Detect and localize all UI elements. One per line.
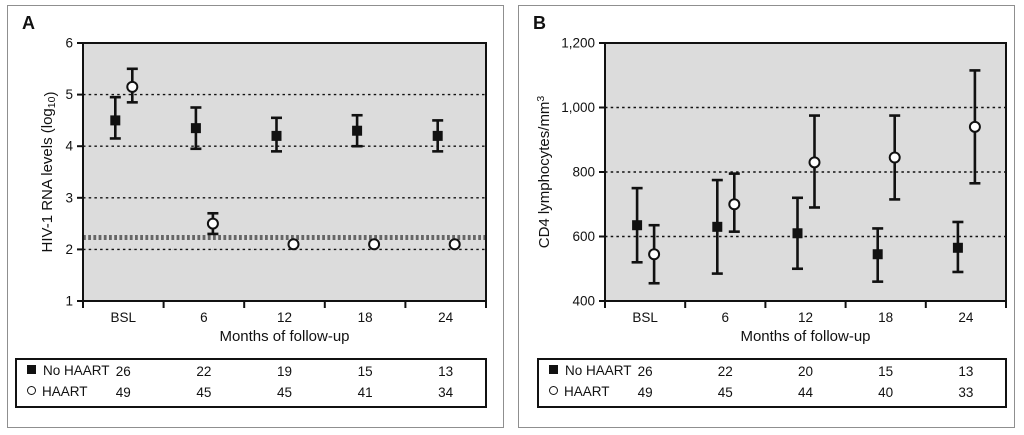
- legend-table-a: No HAART 26 22 19 15 13 HAART 49 45 45 41 34: [15, 358, 487, 408]
- patient-count: 15: [878, 364, 894, 379]
- patient-count: 49: [637, 385, 653, 400]
- y-tick-label: 2: [65, 242, 73, 257]
- x-tick-label: 6: [200, 310, 208, 325]
- chart-a: 6 5 4 3 2 1 BSL 6 12 18 24 Months of follow-up HIV-1…: [8, 6, 504, 351]
- no-haart-square-marker: [432, 130, 443, 141]
- patient-count: 45: [196, 385, 212, 400]
- patient-count: 49: [115, 385, 131, 400]
- haart-circle-marker: [126, 80, 139, 93]
- panel-a: A 6 5 4 3 2 1 BSL 6 12 18 24 Months of follow-up HIV…: [7, 5, 504, 428]
- x-tick-label: 18: [358, 310, 373, 325]
- patient-count: 41: [357, 385, 373, 400]
- no-haart-square-marker: [271, 130, 282, 141]
- haart-circle-marker: [968, 120, 981, 133]
- y-tick-label: 1,000: [561, 100, 595, 115]
- legend-series-label: No HAART: [565, 363, 632, 378]
- x-tick-label: 18: [878, 310, 893, 325]
- y-tick-label: 1,200: [561, 36, 595, 51]
- y-axis-title: HIV-1 RNA levels (log10): [39, 92, 59, 253]
- y-tick-label: 6: [65, 36, 73, 51]
- haart-circle-marker: [368, 238, 381, 251]
- x-axis-title: Months of follow-up: [219, 328, 349, 345]
- patient-count: 45: [276, 385, 293, 400]
- open-circle-icon: [549, 386, 558, 395]
- patient-count: 22: [717, 364, 733, 379]
- patient-count: 26: [115, 364, 131, 379]
- no-haart-square-marker: [352, 125, 363, 136]
- no-haart-square-marker: [190, 123, 201, 134]
- legend-series-label: No HAART: [43, 363, 110, 378]
- no-haart-square-marker: [632, 220, 643, 231]
- patient-count: 13: [958, 364, 974, 379]
- x-tick-label: 12: [798, 310, 813, 325]
- patient-count: 15: [357, 364, 373, 379]
- x-tick-label: 12: [277, 310, 292, 325]
- panel-b: B 1,200 1,000 800 600 400 BSL 6 12 18 24 Months of…: [518, 5, 1015, 428]
- patient-count: 45: [717, 385, 733, 400]
- no-haart-square-marker: [952, 242, 963, 253]
- no-haart-square-marker: [792, 228, 803, 239]
- haart-circle-marker: [648, 248, 661, 261]
- y-tick-label: 3: [65, 190, 73, 205]
- panel-a-label: A: [22, 13, 35, 33]
- filled-square-icon: [549, 365, 558, 374]
- patient-count: 22: [196, 364, 212, 379]
- plot-frame: [82, 42, 487, 302]
- legend-series-label: HAART: [42, 384, 88, 399]
- y-tick-label: 5: [65, 87, 73, 102]
- x-axis-title: Months of follow-up: [740, 328, 870, 345]
- patient-count: 20: [797, 364, 814, 379]
- y-tick-label: 800: [572, 165, 595, 180]
- patient-count: 34: [438, 385, 454, 400]
- legend-row: HAART 49 45 44 40 33: [539, 384, 1005, 405]
- patient-count: 44: [797, 385, 814, 400]
- no-haart-square-marker: [110, 115, 121, 126]
- legend-table-b: No HAART 26 22 20 15 13 HAART 49 45 44 40 33: [537, 358, 1007, 408]
- haart-circle-marker: [888, 151, 901, 164]
- legend-row: HAART 49 45 45 41 34: [17, 384, 485, 405]
- haart-circle-marker: [287, 238, 300, 251]
- legend-series-label: HAART: [564, 384, 610, 399]
- filled-square-icon: [27, 365, 36, 374]
- x-tick-label: BSL: [632, 310, 658, 325]
- legend-row: No HAART 26 22 19 15 13: [17, 363, 485, 384]
- chart-svg: 1,200 1,000 800 600 400 BSL 6 12 18 24 Months of f…: [535, 36, 1007, 345]
- chart-b: 1,200 1,000 800 600 400 BSL 6 12 18 24 Months of f…: [519, 6, 1015, 351]
- haart-circle-marker: [448, 238, 461, 251]
- haart-circle-marker: [728, 198, 741, 211]
- no-haart-square-marker: [872, 249, 883, 260]
- chart-svg: 6 5 4 3 2 1 BSL 6 12 18 24 Months of follow-up HIV-1…: [39, 36, 487, 345]
- haart-circle-marker: [808, 156, 821, 169]
- legend-row: No HAART 26 22 20 15 13: [539, 363, 1005, 384]
- plot-background: [83, 43, 486, 301]
- y-tick-label: 600: [572, 229, 595, 244]
- x-tick-label: 24: [958, 310, 974, 325]
- x-tick-label: 6: [722, 310, 730, 325]
- open-circle-icon: [27, 386, 36, 395]
- x-tick-label: BSL: [111, 310, 137, 325]
- no-haart-square-marker: [712, 221, 723, 232]
- x-tick-label: 24: [438, 310, 454, 325]
- patient-count: 19: [276, 364, 293, 379]
- patient-count: 26: [637, 364, 653, 379]
- patient-count: 40: [878, 385, 894, 400]
- haart-circle-marker: [206, 217, 219, 230]
- patient-count: 33: [958, 385, 974, 400]
- y-tick-label: 1: [65, 294, 73, 309]
- patient-count: 13: [438, 364, 454, 379]
- y-tick-label: 4: [65, 139, 73, 154]
- y-axis-title: CD4 lymphocytes/mm3: [535, 96, 553, 249]
- panel-b-label: B: [533, 13, 546, 33]
- y-tick-label: 400: [572, 294, 595, 309]
